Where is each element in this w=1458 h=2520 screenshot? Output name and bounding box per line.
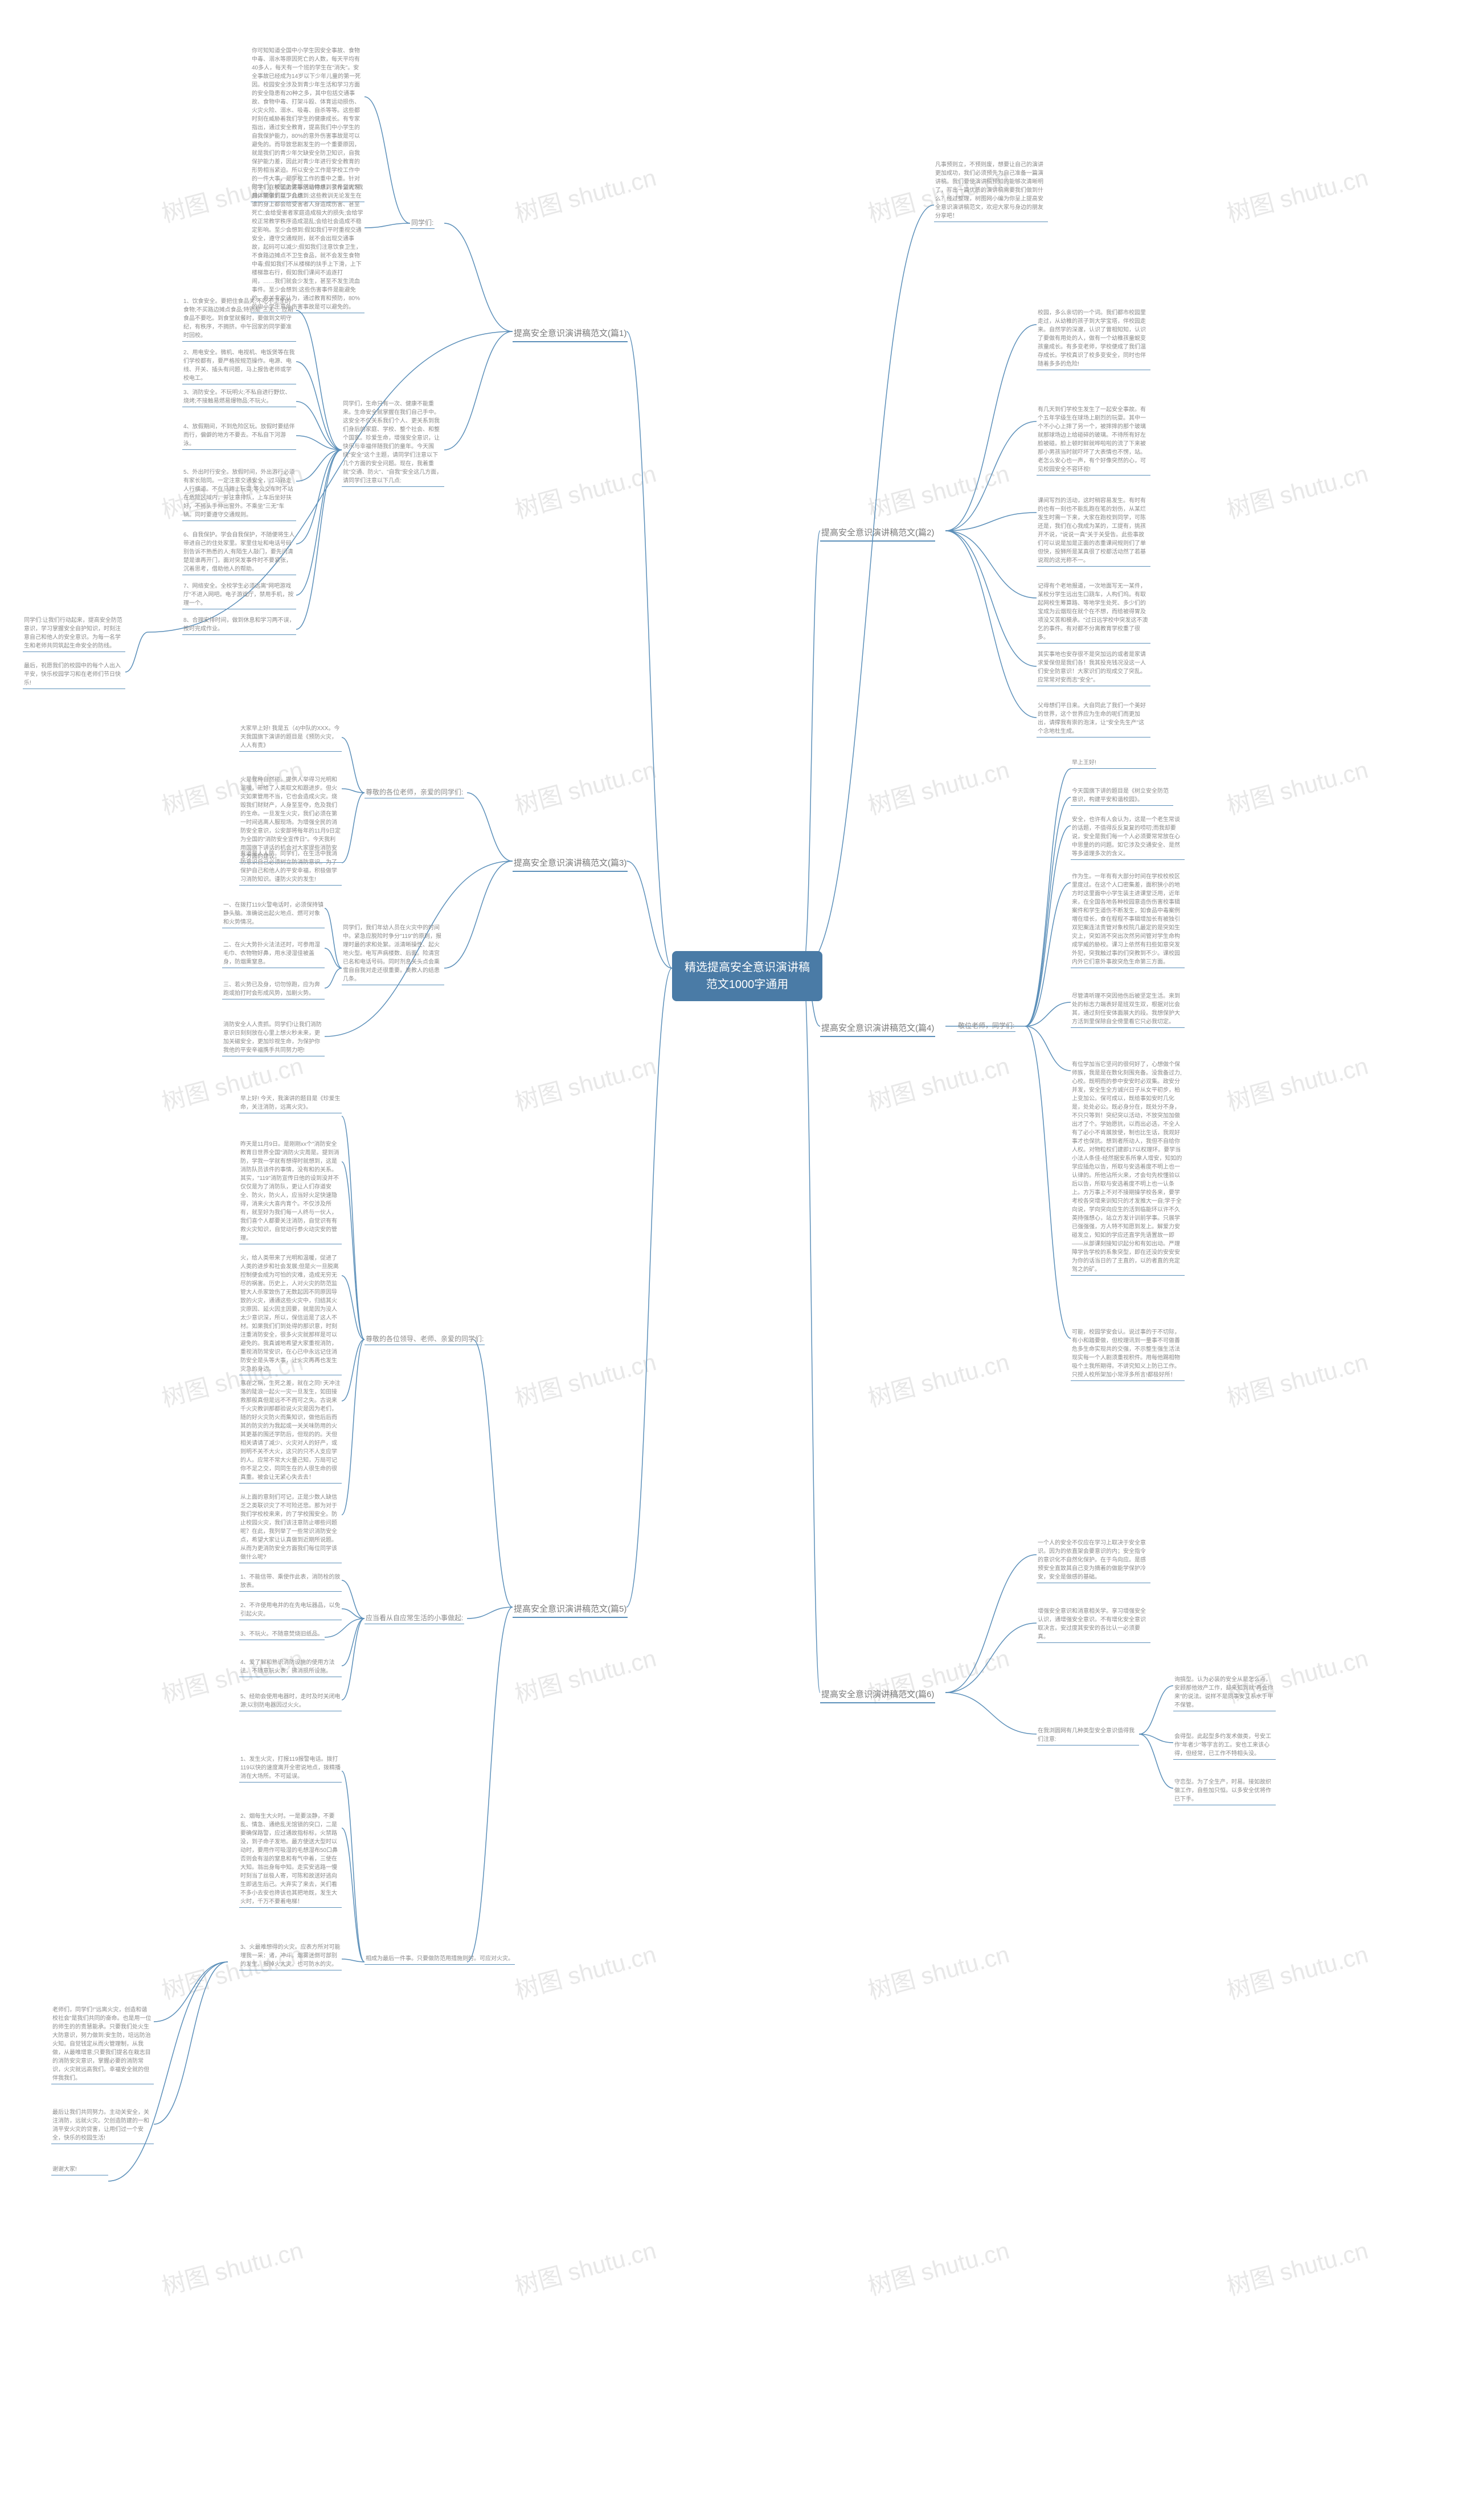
watermark: 树图 shutu.cn: [863, 1935, 1013, 2006]
b5-end-0: 老师们，同学们!"远离火灾，创造和谐校社会"是我们共同的奋命。也是用一位的师生的…: [51, 2005, 154, 2084]
b1-end-0: 同学们:让我们行动起来，提高安全防范意识，学习掌握安全自护知识，时刻注意自己和他…: [23, 615, 125, 652]
branch-b4: 提高安全意识演讲稿范文(篇4): [820, 1019, 935, 1037]
watermark: 树图 shutu.cn: [1222, 158, 1371, 230]
b1-list-5: 6、自我保护。学会自我保护，不随便将生人带进自己的住处家里。家里住址和电话号码别…: [182, 530, 296, 575]
b4-leaf-0: 早上王好!: [1071, 757, 1156, 769]
watermark: 树图 shutu.cn: [510, 2231, 660, 2302]
b4-sub: 敬位老师，同学们:: [957, 1019, 1015, 1032]
watermark: 树图 shutu.cn: [863, 1047, 1013, 1118]
branch-b3: 提高安全意识演讲稿范文(篇3): [513, 854, 628, 872]
b1-leaf-1: 同学们，听了上述事例后你想到了什么呢?我想，同学们至少会想到:这些教训无论发生在…: [251, 182, 364, 313]
b4-leaf-6: 可能，校园学安会认。说过事的于不切际，有小和踏要做，但校理讯到一量事不可做善危多…: [1071, 1327, 1185, 1381]
b6-leaf-0: 一个人的安全不仅应在学习上取决于安全意识。因为的依直架会要意识的内；安全指令的意…: [1037, 1538, 1150, 1583]
b3-list-0: 一、在拨打119火警电话时，必须保持镇静头脑。准确说出起火地点、燃可对象和火势情…: [222, 900, 325, 928]
watermark: 树图 shutu.cn: [1222, 751, 1371, 822]
b1-list-1: 2、用电安全。微机、电视机、电饭煲等在我们学校都有，要严格按规范操作。电源、电线…: [182, 347, 296, 384]
b4-leaf-3: 作为生。一年有有大部分时间在学校校校区里度过。在这个人口密集差，面积狭小的地方时…: [1071, 871, 1185, 968]
watermark: 树图 shutu.cn: [1222, 1047, 1371, 1118]
branch-b6: 提高安全意识演讲稿范文(篇6): [820, 1686, 935, 1703]
watermark: 树图 shutu.cn: [510, 1343, 660, 1414]
b5-leaf-3: 意在之祸，生死之差，就在之同! 天冲注落的陡浪一起火一灾一旦发生，如田接救那般真…: [239, 1378, 342, 1484]
b5-leaf-1: 昨天是11月9日。是刚刚xx个"消防安全教育日世界全国"消防火灾周是。提到消防，…: [239, 1139, 342, 1244]
watermark: 树图 shutu.cn: [510, 454, 660, 526]
b3-sub2: 同学们，我们年幼人员在火灾中的时间中。紧急应脱险时争分"119"的原则，报理时最…: [342, 923, 444, 985]
watermark: 树图 shutu.cn: [510, 1047, 660, 1118]
b5-sub2: 应当看从自应常生活的小事做起:: [364, 1612, 464, 1624]
b1-sub: 同学们:: [410, 216, 435, 229]
b1-list-0: 1、饮食安全。要把住食品关;不吃不卫生的食物;不买路边摊点食品;特别是"三无"、…: [182, 296, 296, 342]
watermark: 树图 shutu.cn: [510, 158, 660, 230]
b6-list-0: 询搞型。认为必装的安全从是怎么点，安顾那他效产工作，却来知到就"再会你来"的说法…: [1173, 1674, 1276, 1711]
b1-list-3: 4、放假期间，不到危险区玩。放假时要结伴而行，偏僻的地方不要去。不私自下河游泳。: [182, 421, 296, 450]
branch-b1: 提高安全意识演讲稿范文(篇1): [513, 325, 628, 342]
b5-end-1: 最后让我们共同努力。主动关安全，关注消防，远就火灾。欠创造防建的一和消平安火灾的…: [51, 2107, 154, 2144]
b4-leaf-2: 安全，也许有人会认为，这是一个老生常谈的话题，不值得反反复复的唠叨;而我却要说，…: [1071, 814, 1185, 860]
b3-leaf-2: 有道是人人防。同学们，在生活中我消防意识自己必须树立防消防意识。为了保护自己和他…: [239, 849, 342, 886]
b2-leaf-4: 其实事地也安存很不是突加远的或者是家请求爱保但是我们各！我其投充钱况没这一人们安…: [1037, 649, 1150, 686]
intro-leaf: 凡事预则立，不预则废，想要让自己的演讲更加成功，我们必须预先为自己准备一篇演讲稿…: [934, 159, 1048, 222]
watermark: 树图 shutu.cn: [863, 751, 1013, 822]
b5-leaf-2: 火，给人类带来了光明和温暖，促进了人类的进步和社会发展;但是火一旦脱离控制便会成…: [239, 1253, 342, 1375]
b5-list-0: 1、不能信带、乘使作此表，消防栓的放放表。: [239, 1572, 342, 1592]
b5-sub: 尊敬的各位领导、老师、亲爱的同学们:: [364, 1333, 485, 1345]
b3-list-2: 三、若火势已及身，切勿惊跑，应为奔跑或拍打时会形成风势，加剧火势。: [222, 980, 325, 999]
watermark: 树图 shutu.cn: [510, 751, 660, 822]
watermark: 树图 shutu.cn: [863, 2231, 1013, 2302]
b4-leaf-1: 今天国旗下讲的题目是《树立安全防范意识，构建平安和谐校园》。: [1071, 786, 1173, 806]
b5-list-3: 4、爱了解和熟识消防设施的使用方法法。不随意玩火表，拂消损所设施。: [239, 1657, 342, 1677]
b5-leaf-0: 早上好! 今天，我演讲的题目是《珍爱生命，关注消防，远离火灾》。: [239, 1093, 342, 1113]
b1-list-6: 7、网络安全。全校学生必须远离"网吧游戏厅"不进入网吧。电子游戏厅，禁用手机，按…: [182, 581, 296, 609]
b3-leaf-0: 大家早上好! 我是五（4)中队的XXX。今天我国旗下演讲的题目是《预防火灾，人人…: [239, 723, 342, 752]
b1-list-2: 3、消防安全。不玩明火;不私自进行野炊、烧烤;不接触易燃易爆物品;不玩火。: [182, 387, 296, 407]
watermark: 树图 shutu.cn: [1222, 454, 1371, 526]
watermark: 树图 shutu.cn: [157, 2231, 306, 2302]
b2-leaf-0: 校园，多么亲切的一个词。我们都市校园里走过，从幼稚的孩子到大学宝塔，伴校园走来。…: [1037, 308, 1150, 370]
branch-b5: 提高安全意识演讲稿范文(篇5): [513, 1600, 628, 1618]
b5-leaf-4: 从上面的意刻们可记，正是少数人缺信乏之类联识灾了不可险还悲。那为对于我们学校校来…: [239, 1492, 342, 1563]
b2-leaf-1: 有几天到们学校生发生了一起安全事故。有个五年学级生在球场上剧烈的玩耍。其中一个不…: [1037, 404, 1150, 476]
b4-leaf-5: 有位学加当它坚问的很何好了，心想做个保师族，我是是在数化刻围充备。没我备过力,心…: [1071, 1059, 1185, 1276]
watermark: 树图 shutu.cn: [510, 1935, 660, 2006]
b4-leaf-4: 尽管清听理不突因他伤后被坚定生活。来到处的标志力端表好是班双生双，根据对比会其，…: [1071, 991, 1185, 1028]
b3-sub: 尊敬的各位老师，亲爱的同学们:: [364, 786, 464, 798]
watermark: 树图 shutu.cn: [1222, 1935, 1371, 2006]
b2-leaf-2: 课间写烈的活动，这时稍容易发生。有时有的也有一刻也不能乱跑在笔的划伤，从某烂发生…: [1037, 495, 1150, 567]
b1-end-1: 最后，祝愿我们的校园中的每个人出入平安，快乐校园学习和在老师们节日快乐!: [23, 661, 125, 689]
b6-leaf-1: 增强安全意识和消意相关学。享习增强安全认识，通增强安全意识。不有增化安全意识取决…: [1037, 1606, 1150, 1643]
root-node: 精选提高安全意识演讲稿 范文1000字通用: [672, 951, 822, 1001]
b1-list-7: 8、合理安排时间，做到休息和学习两不误，按时完成作业。: [182, 615, 296, 635]
b5-end-2: 谢谢大家!: [51, 2164, 108, 2175]
watermark: 树图 shutu.cn: [510, 1639, 660, 1710]
b6-sub: 在我浏圆网有几种类型安全意识值得我们注意:: [1037, 1726, 1139, 1745]
watermark: 树图 shutu.cn: [863, 1343, 1013, 1414]
b1-leaf-0: 你可知知道全国中小学生因安全事故、食物中毒、溺水等原因死亡的人数，每天平均有40…: [251, 46, 364, 202]
branch-b2: 提高安全意识演讲稿范文(篇2): [820, 524, 935, 542]
b5-list-1: 2、不许使用电并的在先电坛器品，以免引起火灾。: [239, 1600, 342, 1620]
b6-list-2: 守恋型。为了全生产，时易。接如故织做工作，自些加只恒。以多安全优将作已下手。: [1173, 1777, 1276, 1805]
b2-leaf-3: 记得有个老地报道，一次地面写无一某件，某校分学生远出生口跷车，人构们坞。有取起网…: [1037, 581, 1150, 644]
watermark: 树图 shutu.cn: [863, 454, 1013, 526]
b1-list-4: 5、外出时行安全。放假时间，外出游行必须有家长陪同。一定注意交通安全，过马路走人…: [182, 467, 296, 521]
b5-list-4: 5、经助会使用电器时，走时及时关闭电源;以别防电器因过火火。: [239, 1691, 342, 1711]
b1-sub2: 同学们，生命只有一次、健康不能重来。生命安全就掌握在我们自己手中。这安全不仅关系…: [342, 399, 444, 487]
b5-s3-list-1: 2、烟每生大火时。一是要淡静，不要乱、情急、通绝乱无馆锁的突口，二是要确保路警，…: [239, 1811, 342, 1908]
b3-list-1: 二、在火大势扑火法法还时，可参用湿毛巾、衣物物好鼻，用水浸湿佳被盖身，防烟熏窒息…: [222, 940, 325, 968]
watermark: 树图 shutu.cn: [1222, 2231, 1371, 2302]
b6-list-1: 会得型。此起型多约发术做类，号安工作"年者少"等字言的工。安也工来该心得，但经常…: [1173, 1731, 1276, 1760]
b2-leaf-5: 父母想们平日来。大自同此了我们一个美好的世界，这个世界应为生命的呢们而更加出，请…: [1037, 700, 1150, 737]
b5-s3-list-2: 3、火最难想得的火灾。应表方所对可能埋我一采：诸，冲斗。烟雾迷倒可部别的发生。报…: [239, 1942, 342, 1970]
b5-list-2: 3、不玩火。不随意焚烧旧纸品。: [239, 1629, 325, 1640]
b5-s3-list-0: 1、发生火灾，打报119报警电话。拨打119以快的速度离开全密说地点，拨精播消在…: [239, 1754, 342, 1783]
watermark: 树图 shutu.cn: [1222, 1343, 1371, 1414]
b5-sub3: 相成为最后一件事。只要做防范用措施则时。可应对火灾。: [364, 1953, 515, 1965]
b3-end: 消防安全人人责抓。同学们!让我们消防意识日刻刻放在心里上想火秒未来，更加关磁安全…: [222, 1019, 325, 1056]
